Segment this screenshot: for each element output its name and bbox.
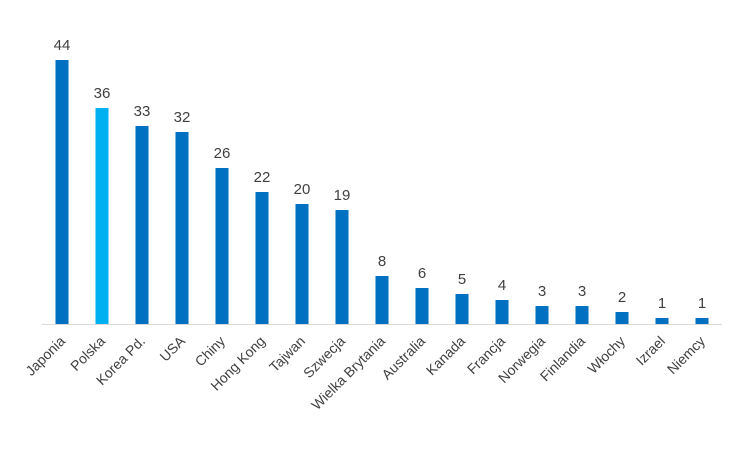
value-label: 22 [254, 169, 271, 186]
bar-6 [255, 192, 269, 324]
bar-14 [575, 306, 589, 324]
category-label: Wielka Brytania [308, 333, 388, 413]
bar-11 [455, 294, 469, 324]
bar-17 [695, 318, 709, 324]
value-label: 33 [134, 103, 151, 120]
value-label: 6 [418, 265, 426, 282]
bar-3 [135, 126, 149, 324]
value-label: 36 [94, 85, 111, 102]
category-label: Niemcy [664, 333, 708, 377]
value-label: 20 [294, 181, 311, 198]
bar-5 [215, 168, 229, 324]
value-label: 1 [658, 295, 666, 312]
bar-2 [95, 108, 109, 324]
value-label: 44 [54, 37, 71, 54]
value-label: 2 [618, 289, 626, 306]
bar-16 [655, 318, 669, 324]
bar-9 [375, 276, 389, 324]
bar-10 [415, 288, 429, 324]
bars-layer [55, 60, 709, 324]
value-label: 8 [378, 253, 386, 270]
category-label: Chiny [191, 333, 228, 370]
bar-7 [295, 204, 309, 324]
value-label: 19 [334, 187, 351, 204]
bar-12 [495, 300, 509, 324]
category-label: Włochy [584, 333, 628, 377]
value-label: 4 [498, 277, 506, 294]
category-label: Australia [378, 333, 428, 383]
category-label: USA [156, 332, 188, 364]
value-label: 32 [174, 109, 191, 126]
value-label: 3 [578, 283, 586, 300]
value-label: 26 [214, 145, 231, 162]
value-label: 3 [538, 283, 546, 300]
category-label: Japonia [22, 333, 68, 379]
bar-4 [175, 132, 189, 324]
value-label: 5 [458, 271, 466, 288]
bar-1 [55, 60, 69, 324]
bar-15 [615, 312, 629, 324]
value-label: 1 [698, 295, 706, 312]
bar-13 [535, 306, 549, 324]
category-label: Izrael [633, 333, 669, 369]
bar-8 [335, 210, 349, 324]
category-label: Kanada [423, 333, 469, 379]
